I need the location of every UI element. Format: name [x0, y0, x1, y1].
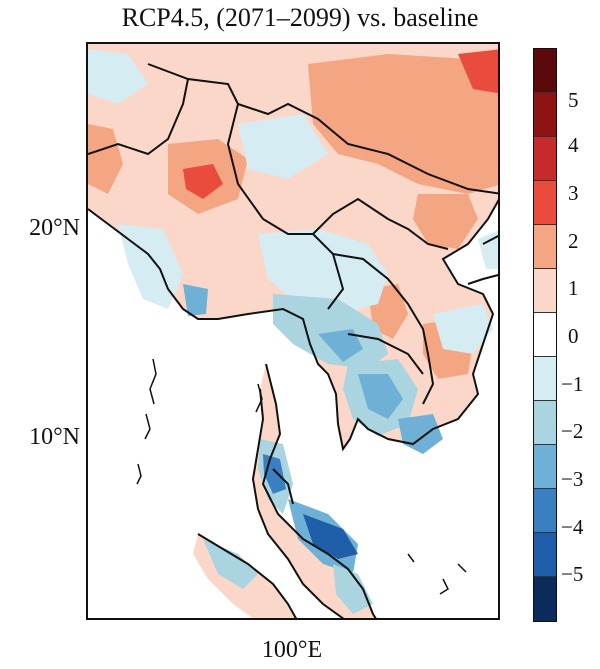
lon-label-100e: 100°E: [261, 637, 323, 663]
colorbar-segment: [534, 533, 556, 577]
border-china: [237, 102, 498, 195]
colorbar-label: 0: [568, 324, 579, 348]
colorbar-segment: [534, 313, 556, 357]
border-bangladesh: [88, 78, 189, 156]
colorbar-segment: [534, 445, 556, 489]
coastline-peninsula-west: [251, 388, 345, 618]
island-borneo-2: [457, 563, 467, 573]
border-myanmar-thailand: [226, 103, 345, 310]
warm-region-north-vietnam: [413, 194, 478, 249]
border-laos-north: [312, 197, 449, 250]
border-thailand-cambodia: [347, 333, 424, 375]
colorbar-label: −5: [561, 562, 584, 586]
warm-hotspot-myanmar: [183, 164, 223, 199]
colorbar-segment: [534, 137, 556, 181]
cool-anomaly-regions: [88, 49, 498, 614]
warm-region-south-china: [308, 54, 498, 194]
islands: [136, 358, 467, 595]
lat-label-20n: 20°N: [29, 215, 80, 241]
colorbar: [533, 48, 557, 622]
cool-region-thailand-north: [258, 229, 388, 314]
colorbar-segment: [534, 225, 556, 269]
colorbar-label: −1: [561, 372, 584, 396]
colorbar-segment: [534, 577, 556, 621]
cool-region-vietnam-coast: [433, 304, 493, 354]
colorbar-segment: [534, 357, 556, 401]
colorbar-segment: [534, 489, 556, 533]
coastline-sumatra: [197, 533, 297, 618]
colorbar-segment: [534, 401, 556, 445]
coastline-leizhou: [482, 234, 498, 245]
land-borneo: [428, 525, 498, 618]
cool-region-north: [238, 114, 328, 179]
colorbar-segment: [534, 181, 556, 225]
island-coastal-1: [255, 383, 263, 413]
colorbar-segment: [534, 269, 556, 313]
cool-region-malaysia-south: [333, 564, 373, 614]
colorbar-label: −3: [561, 467, 584, 491]
map-canvas: [88, 44, 498, 618]
cool-region-northwest: [88, 49, 148, 104]
lat-label-10n: 10°N: [29, 424, 80, 450]
cool-region-thailand-deep: [318, 329, 363, 362]
cool-region-cambodia-deep: [358, 374, 403, 419]
map-panel: [86, 42, 500, 620]
colorbar-segment: [534, 93, 556, 137]
colorbar-label: −4: [561, 515, 584, 539]
map-title: RCP4.5, (2071–2099) vs. baseline: [121, 3, 479, 32]
warm-region-west: [88, 124, 123, 194]
island-andaman-1: [149, 358, 157, 405]
coastline-hainan: [467, 274, 498, 285]
colorbar-label: −2: [561, 419, 584, 443]
colorbar-label: 1: [568, 276, 579, 300]
cool-region-sumatra: [203, 539, 258, 589]
island-nicobar: [136, 463, 142, 485]
border-laos-vietnam: [332, 253, 435, 405]
colorbar-label: 3: [568, 181, 579, 205]
cool-region-yangon: [183, 284, 208, 316]
border-thailand-malaysia: [272, 468, 294, 505]
colorbar-label: 2: [568, 229, 579, 253]
colorbar-segment: [534, 49, 556, 93]
coastline-peninsula-east: [261, 363, 377, 618]
island-south-china-sea: [407, 553, 415, 563]
border-india-myanmar: [147, 63, 239, 105]
colorbar-label: 5: [568, 88, 579, 112]
colorbar-label: 4: [568, 133, 579, 157]
coastline-mainland: [88, 199, 498, 452]
warm-anomaly-regions: [88, 49, 498, 379]
cool-region-malaysia-deep: [303, 514, 358, 559]
cool-region-hainan: [478, 230, 498, 269]
warm-hotspot-northeast: [458, 49, 498, 94]
country-borders: [88, 63, 498, 618]
island-borneo-1: [439, 578, 449, 595]
island-andaman-2: [144, 413, 151, 440]
